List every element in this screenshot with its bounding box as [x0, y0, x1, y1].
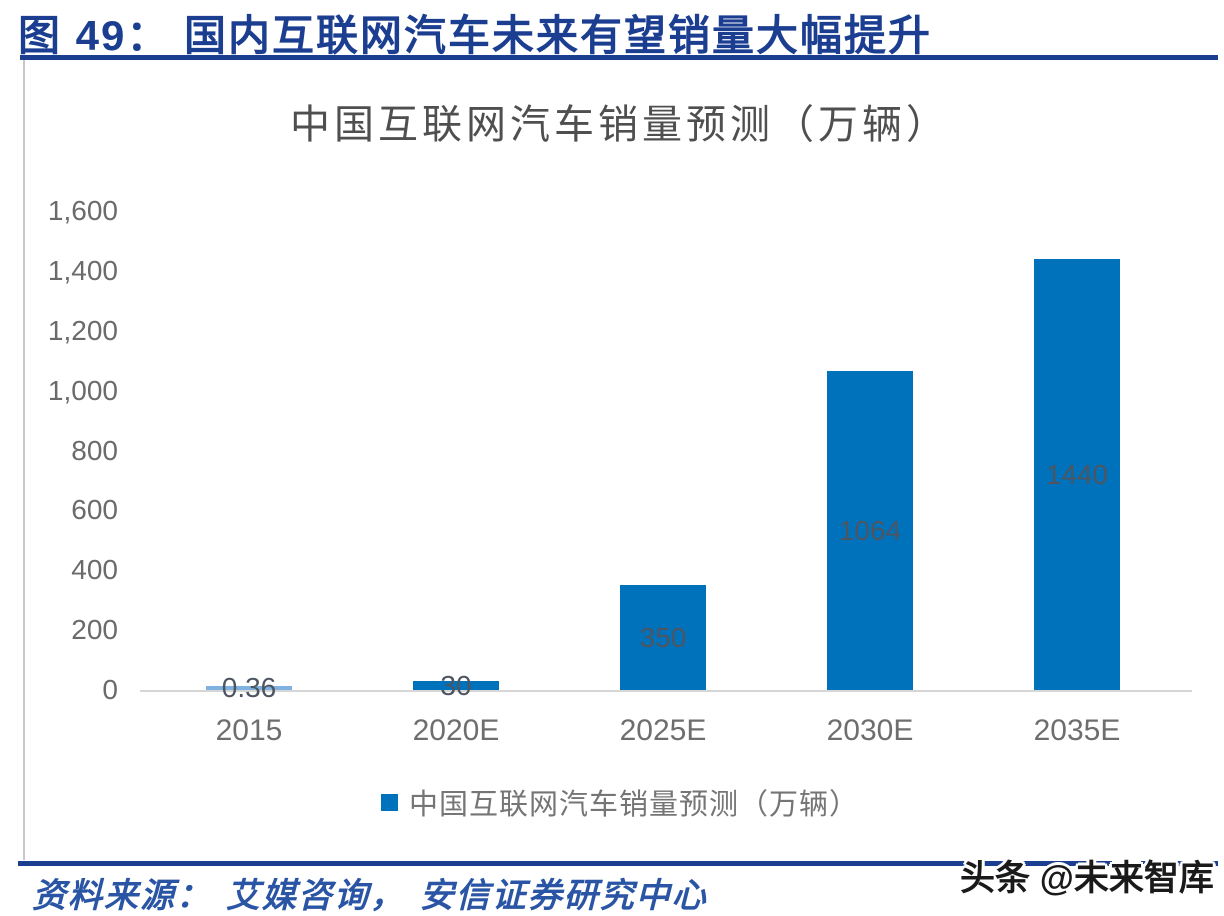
y-tick-label: 200: [71, 614, 118, 646]
bar-value-label: 350: [639, 621, 687, 653]
legend-swatch: [380, 793, 398, 811]
bar-2035E: [1034, 259, 1120, 690]
y-tick-label: 600: [71, 494, 118, 526]
y-tick-label: 1,400: [47, 254, 118, 286]
bar-2025E: [620, 585, 706, 690]
bar-value-label: 1440: [1045, 458, 1109, 490]
y-tick-label: 1,000: [47, 374, 118, 406]
bar-2015: [206, 686, 292, 690]
bar-2020E: [413, 681, 499, 690]
bar-value-label: 30: [440, 669, 472, 701]
y-tick-label: 1,200: [47, 314, 118, 346]
x-tick-label: 2025E: [619, 714, 707, 747]
legend-label: 中国互联网汽车销量预测（万辆）: [408, 789, 859, 821]
y-tick-label: 1,600: [47, 195, 118, 226]
x-tick-label: 2015: [215, 714, 283, 747]
y-tick-label: 800: [71, 434, 118, 466]
chart-title: 中国互联网汽车销量预测（万辆）: [290, 102, 950, 148]
x-tick-label: 2020E: [412, 714, 500, 747]
figure-caption: 图 49： 国内互联网汽车未来有望销量大幅提升: [18, 12, 933, 59]
bar-2030E: [827, 371, 913, 690]
bottom-divider-rule: [18, 861, 1218, 866]
y-tick-label: 400: [71, 554, 118, 586]
bar-value-label: 1064: [838, 514, 902, 546]
watermark: 头条 @未来智库: [960, 859, 1214, 898]
bar-value-label: 0.36: [221, 672, 277, 703]
chart-legend: 中国互联网汽车销量预测（万辆）: [140, 782, 1100, 822]
chart-left-border: [23, 60, 25, 860]
source-attribution: 资料来源： 艾媒咨询， 安信证券研究中心: [32, 876, 708, 916]
x-tick-label: 2035E: [1033, 714, 1121, 747]
y-tick-label: 0: [102, 674, 118, 705]
x-axis-line: [140, 690, 1192, 692]
x-tick-label: 2030E: [826, 714, 914, 747]
top-divider-rule: [20, 55, 1218, 60]
